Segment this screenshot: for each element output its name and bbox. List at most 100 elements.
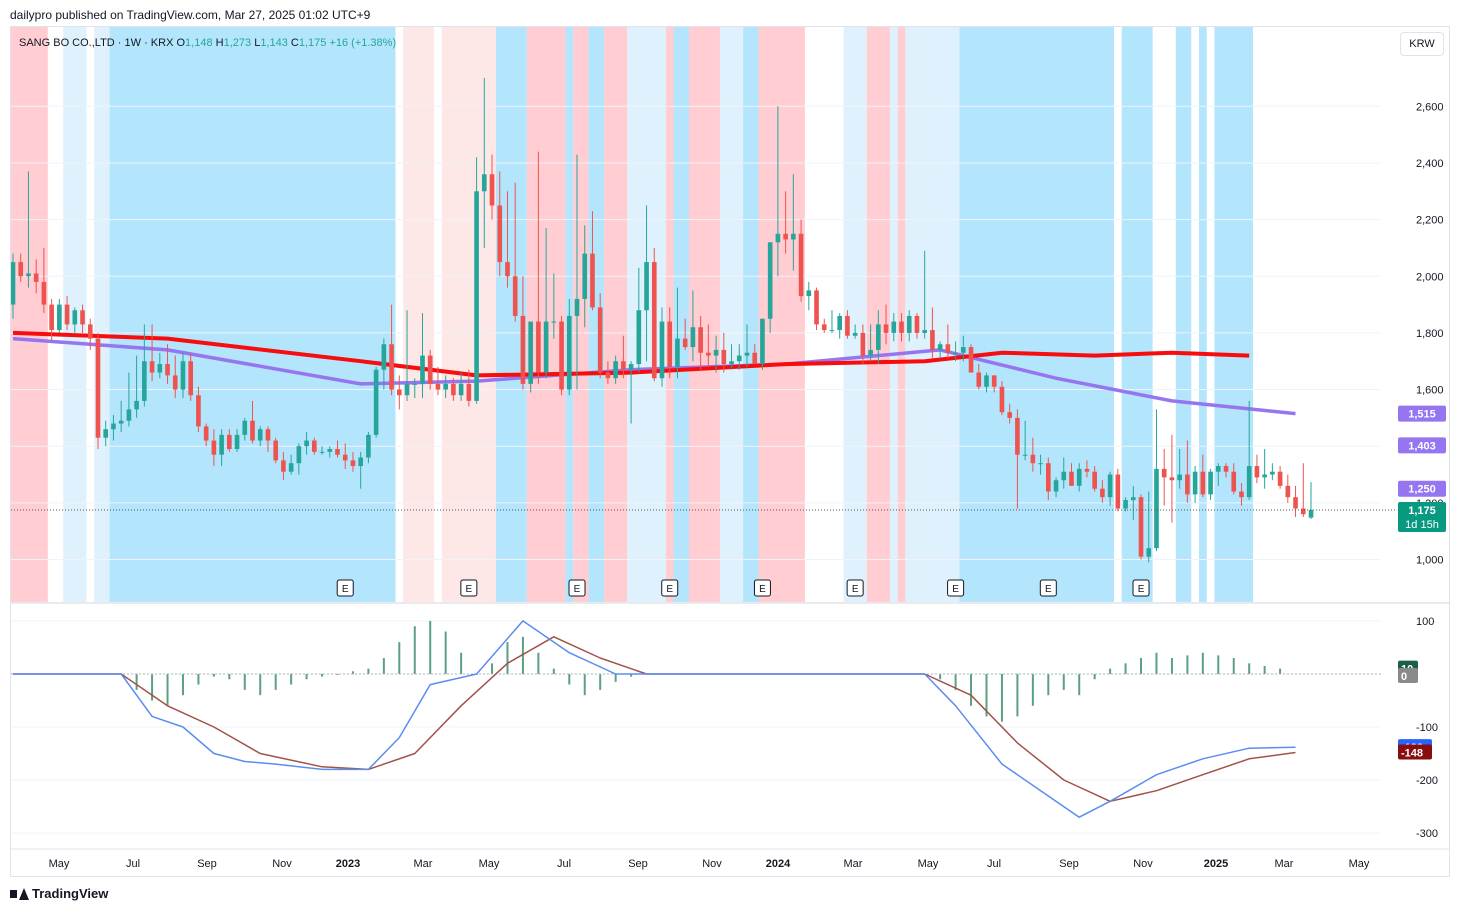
candle-body — [713, 349, 719, 356]
publisher-header: dailypro published on TradingView.com, M… — [10, 8, 371, 22]
macd-hist-bar — [521, 636, 524, 674]
candle-body — [1300, 508, 1306, 515]
candle — [396, 375, 402, 410]
macd-hist-bar — [212, 673, 215, 677]
signal-band — [588, 27, 605, 602]
candle-body — [234, 434, 240, 450]
candle — [852, 324, 858, 339]
candle — [41, 247, 47, 314]
candle-body — [126, 409, 132, 421]
candle — [111, 415, 116, 441]
candle — [1231, 463, 1237, 495]
candle-body — [690, 327, 696, 348]
macd-hist-bar — [259, 673, 262, 696]
candle-body — [1254, 466, 1260, 478]
candle-body — [999, 386, 1005, 413]
candle-body — [103, 429, 109, 438]
candle-body — [675, 338, 680, 367]
macd-badge-text: 0 — [1401, 671, 1407, 683]
candle — [590, 211, 595, 311]
candle — [566, 298, 572, 396]
candle — [798, 219, 804, 302]
earnings-label: E — [466, 584, 473, 595]
macd-hist-bar — [537, 652, 540, 674]
candle-body — [49, 304, 54, 331]
candle — [675, 287, 680, 379]
candle — [984, 372, 989, 393]
candle-body — [157, 364, 163, 373]
macd-hist-bar — [1109, 668, 1112, 674]
candle-body — [33, 273, 39, 282]
macd-hist-bar — [1124, 663, 1127, 674]
price-badge-bg — [1398, 405, 1446, 422]
candle — [142, 324, 147, 407]
candle — [659, 307, 665, 387]
candle-body — [1115, 474, 1121, 509]
price-tick-label: 2,400 — [1416, 158, 1444, 170]
macd-hist-bar — [197, 673, 200, 685]
candle-body — [736, 355, 742, 362]
price-badge-bg — [1398, 437, 1446, 454]
candle-body — [1100, 488, 1105, 498]
earnings-marker: E — [460, 579, 478, 597]
macd-hist-bar — [599, 673, 602, 690]
candle — [1161, 449, 1167, 506]
candle — [752, 344, 758, 365]
price-tick-label: 1,000 — [1416, 555, 1444, 567]
macd-axis: 100 -100 -200 -300 — [1416, 616, 1438, 840]
candle — [713, 335, 719, 373]
time-tick-label: Nov — [702, 858, 722, 870]
candle — [180, 352, 186, 399]
time-tick-label: 2023 — [336, 858, 360, 870]
candle-body — [814, 290, 819, 325]
candle — [1192, 466, 1198, 503]
candle-body — [621, 361, 626, 370]
candle-body — [628, 364, 634, 370]
candle-body — [118, 420, 124, 424]
candle — [257, 426, 263, 447]
candle — [1007, 403, 1012, 424]
candle — [319, 446, 325, 455]
candle — [821, 318, 827, 333]
candle-body — [443, 383, 448, 390]
earnings-marker: E — [336, 579, 354, 597]
chart-frame[interactable]: EEEEEEEEE1,0001,2001,4001,6001,8002,0002… — [10, 26, 1450, 877]
macd-badges: 100-138-148 — [1398, 660, 1432, 760]
earnings-marker: E — [661, 579, 679, 597]
candle-body — [1208, 471, 1213, 495]
macd-tick-label: -300 — [1416, 828, 1438, 840]
candle — [876, 310, 881, 365]
macd-hist-bar — [1016, 673, 1019, 717]
macd-hist-bar — [429, 620, 432, 674]
macd-signal-line — [13, 636, 1296, 803]
tradingview-footer[interactable]: TradingView — [10, 886, 108, 901]
candle-body — [396, 389, 402, 396]
candle-body — [366, 434, 371, 458]
candle-body — [721, 349, 727, 365]
candle-body — [18, 262, 24, 277]
candle-body — [257, 429, 263, 441]
candle-body — [968, 347, 974, 373]
price-chart[interactable]: EEEEEEEEE1,0001,2001,4001,6001,8002,0002… — [11, 27, 1449, 876]
signal-band — [673, 27, 690, 602]
candle-body — [342, 454, 348, 461]
currency-button[interactable]: KRW — [1400, 32, 1444, 56]
tradingview-brand: TradingView — [32, 886, 109, 901]
candle — [172, 355, 178, 399]
candle-body — [651, 262, 657, 379]
candle-body — [412, 383, 418, 385]
time-tick-label: 2024 — [766, 858, 791, 870]
candle — [427, 349, 433, 390]
macd-hist-bar — [1186, 655, 1189, 674]
candle-body — [481, 174, 487, 192]
candle-body — [435, 383, 441, 390]
candle-body — [945, 344, 951, 353]
candle-body — [11, 262, 16, 305]
candle-body — [961, 347, 966, 353]
macd-hist-bar — [135, 673, 138, 690]
candle — [312, 437, 317, 455]
signal-band — [689, 27, 705, 602]
candle — [304, 432, 309, 455]
macd-hist-bar — [614, 673, 617, 682]
candle — [729, 344, 734, 370]
